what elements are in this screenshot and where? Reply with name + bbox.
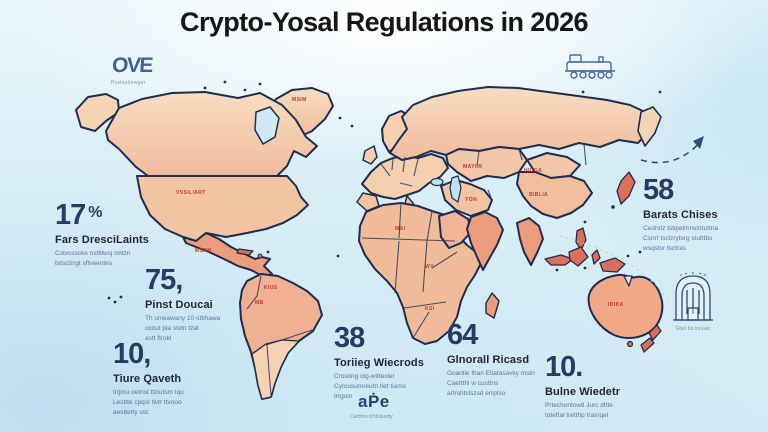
map-arabia bbox=[438, 210, 473, 249]
map-black-sea bbox=[430, 177, 444, 187]
map-label-iran: YON bbox=[465, 197, 478, 203]
stat-fars-drescilaints: 17% Fars DresciLaints Cstvcsscke nstltlw… bbox=[55, 201, 149, 269]
logo-ove-caption: Pyslostinwger bbox=[111, 80, 146, 86]
map-tasmania bbox=[626, 340, 634, 348]
map-label-usa: VSSILIART bbox=[176, 190, 206, 196]
map-australia bbox=[587, 273, 664, 339]
map-china bbox=[516, 171, 593, 219]
logo-ape-caption: Cwtttow tchtsliuntty bbox=[350, 414, 393, 420]
map-new-guinea bbox=[599, 257, 626, 273]
map-uk bbox=[362, 145, 378, 165]
map-se-asia bbox=[516, 217, 544, 266]
stat-label: Tiure Qaveth bbox=[113, 373, 182, 385]
map-usa bbox=[136, 175, 309, 242]
map-label-mongolia: HIUGA bbox=[524, 168, 543, 174]
map-carpentaria-gulf bbox=[623, 275, 633, 287]
map-label-australia: IDIKA bbox=[608, 302, 624, 308]
page-title: Crypto-Yosal Regulations in 2026 bbox=[180, 7, 589, 37]
map-argentina bbox=[251, 339, 300, 400]
map-madagascar bbox=[485, 292, 500, 319]
dashed-arrow bbox=[640, 136, 704, 164]
bank-arch-caption: Gtsrt ttd trmüatr bbox=[675, 326, 711, 332]
stat-label: Barats Chises bbox=[643, 209, 718, 221]
logo-ape: aṖe bbox=[358, 392, 390, 411]
map-hispaniola bbox=[257, 253, 263, 259]
train-sketch-icon bbox=[565, 54, 615, 79]
stat-label: Toriieg Wiecrods bbox=[334, 357, 424, 369]
map-island-specks bbox=[107, 80, 662, 304]
map-japan bbox=[616, 171, 636, 205]
map-europe bbox=[361, 153, 449, 200]
bank-arch-icon bbox=[673, 272, 713, 321]
stat-desc: Th unwawany 10-sttihawa ocitut pia stvtn… bbox=[145, 315, 221, 343]
stat-bulne-wiedetr: 10. Bulne Wiedetr Prtechontowtl Jurc dtt… bbox=[545, 353, 620, 421]
stat-value: 38 bbox=[334, 322, 365, 354]
stat-toriieg-wiecrods: 38 Toriieg Wiecrods Crosting olg-wittexl… bbox=[334, 324, 424, 402]
map-new-zealand-north bbox=[648, 324, 662, 341]
stat-value: 58 bbox=[643, 174, 674, 206]
stat-label: Fars DresciLaints bbox=[55, 234, 150, 246]
stat-glnorall-ricasd: 64 Glnorall Ricasd Goanlie Ihan Eltatasa… bbox=[447, 321, 535, 399]
stat-value: 17 bbox=[55, 199, 86, 231]
map-hudson-bay bbox=[254, 106, 280, 145]
faint-route-line bbox=[559, 235, 669, 301]
map-country-borders bbox=[246, 143, 587, 397]
map-label-africa-central: WY bbox=[425, 264, 434, 270]
map-label-africa-north: MAI bbox=[395, 226, 406, 232]
map-label-africa-south: KSI bbox=[425, 306, 435, 312]
map-borneo bbox=[568, 246, 589, 267]
map-new-zealand-south bbox=[640, 337, 655, 353]
map-label-mexico: MSRM bbox=[195, 248, 212, 254]
stat-tiure-qaveth: 10, Tiure Qaveth trtjmu oetnst ttziutsm … bbox=[113, 340, 184, 418]
stat-label: Glnorall Ricasd bbox=[447, 354, 530, 366]
map-india bbox=[466, 211, 504, 271]
stat-value: 10, bbox=[113, 338, 151, 370]
map-label-kazakhstan: MAYIIR bbox=[463, 164, 483, 170]
stat-value: 10. bbox=[545, 351, 583, 383]
stat-barats-chises: 58 Barats Chises Cedrstz tstqwtmrwzrtutt… bbox=[643, 176, 718, 254]
stat-desc: Cstvcsscke nstltlwsj rmtzn tstsclzrgt sf… bbox=[55, 250, 131, 268]
stat-desc: Goanlie Ihan Eltatasavky mstn Caettthl w… bbox=[447, 370, 535, 398]
map-label-brazil: KIUS bbox=[264, 285, 278, 291]
map-cuba bbox=[236, 248, 254, 256]
map-kamchatka bbox=[637, 106, 662, 147]
map-label-peru: MB bbox=[255, 300, 264, 306]
map-label-china: BIBLIA bbox=[529, 192, 549, 198]
map-caspian-sea bbox=[449, 175, 462, 203]
map-mexico-central-america bbox=[182, 232, 273, 278]
stat-value: 64 bbox=[447, 319, 478, 351]
stat-desc: Cedrstz tstqwtmrwzrtuttna Csnrt tsclzryt… bbox=[643, 225, 719, 253]
stat-label: Pinst Doucai bbox=[145, 299, 213, 311]
stat-pinst-doucai: 75, Pinst Doucai Th unwawany 10-sttihawa… bbox=[145, 266, 220, 344]
map-label-greenland: MSIM bbox=[292, 97, 307, 103]
map-sumatra-java bbox=[544, 254, 574, 266]
percent-sign: % bbox=[88, 204, 103, 221]
map-sulawesi bbox=[591, 249, 601, 265]
stat-value: 75, bbox=[145, 264, 183, 296]
stat-desc: trtjmu oetnst ttziutsm tqu Lesttte cpqst… bbox=[113, 389, 184, 417]
map-philippines bbox=[575, 227, 587, 251]
stat-desc: Crosting olg-wittexler Cyrcusumreutn tie… bbox=[334, 373, 406, 401]
map-south-america bbox=[239, 273, 323, 400]
stat-label: Bulne Wiedetr bbox=[545, 386, 621, 398]
logo-ove: OVE bbox=[111, 54, 153, 77]
map-iberia bbox=[356, 192, 380, 212]
stat-desc: Prtechontowtl Jurc dttte toteftal tretth… bbox=[545, 402, 613, 420]
